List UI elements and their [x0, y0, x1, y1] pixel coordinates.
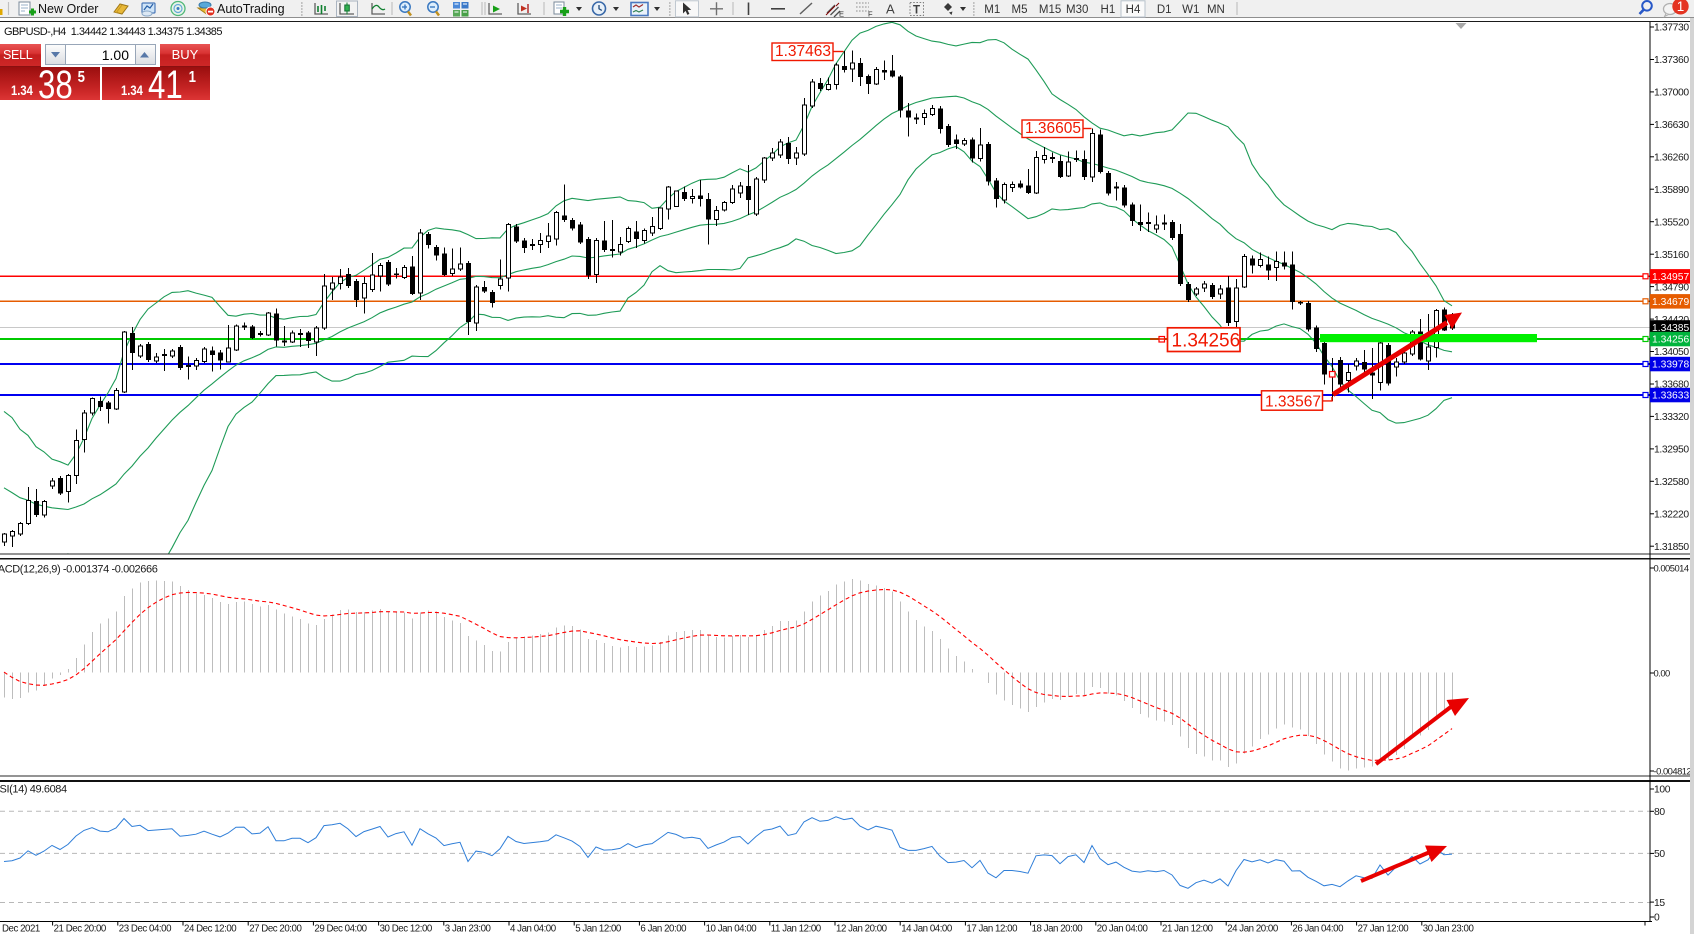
svg-text:1.31850: 1.31850 [1654, 542, 1689, 553]
svg-text:5 Jan 12:00: 5 Jan 12:00 [575, 924, 622, 934]
svg-text:1.32580: 1.32580 [1654, 477, 1689, 488]
svg-text:1.37000: 1.37000 [1654, 88, 1689, 99]
svg-text:-0.004812: -0.004812 [1654, 766, 1692, 777]
svg-text:1.33567: 1.33567 [1265, 393, 1321, 410]
svg-text:Dec 2021: Dec 2021 [2, 924, 40, 934]
svg-text:1.34050: 1.34050 [1654, 347, 1689, 358]
svg-text:1.37360: 1.37360 [1654, 55, 1689, 66]
svg-text:1.36605: 1.36605 [1025, 120, 1081, 137]
svg-text:1.35520: 1.35520 [1654, 217, 1689, 228]
svg-text:1.35890: 1.35890 [1654, 185, 1689, 196]
svg-text:A: A [886, 2, 895, 17]
svg-text:1.34256: 1.34256 [1172, 331, 1241, 352]
svg-text:1.34957: 1.34957 [1652, 272, 1689, 283]
svg-text:MACD(12,26,9) -0.001374 -0.002: MACD(12,26,9) -0.001374 -0.002666 [0, 563, 158, 575]
svg-text:1.33978: 1.33978 [1652, 360, 1689, 371]
svg-text:0.00: 0.00 [1654, 668, 1671, 679]
svg-text:0.005014: 0.005014 [1654, 563, 1689, 574]
svg-text:20 Jan 04:00: 20 Jan 04:00 [1097, 924, 1149, 934]
svg-text:21 Dec 20:00: 21 Dec 20:00 [54, 924, 107, 934]
svg-text:4 Jan 04:00: 4 Jan 04:00 [510, 924, 557, 934]
svg-text:1.32950: 1.32950 [1654, 445, 1689, 456]
svg-text:1.37463: 1.37463 [775, 43, 831, 60]
svg-text:1.36260: 1.36260 [1654, 153, 1689, 164]
svg-text:T: T [913, 5, 920, 17]
svg-text:6 Jan 20:00: 6 Jan 20:00 [640, 924, 687, 934]
svg-text:1.33680: 1.33680 [1654, 380, 1689, 391]
svg-text:23 Dec 04:00: 23 Dec 04:00 [119, 924, 172, 934]
svg-text:1.34679: 1.34679 [1652, 297, 1689, 308]
svg-text:29 Dec 04:00: 29 Dec 04:00 [314, 924, 367, 934]
svg-text:E: E [839, 10, 844, 19]
svg-text:MN: MN [1207, 4, 1225, 16]
svg-text:1.34385: 1.34385 [1652, 323, 1689, 334]
svg-text:80: 80 [1654, 807, 1665, 818]
svg-text:24 Jan 20:00: 24 Jan 20:00 [1227, 924, 1279, 934]
svg-text:M5: M5 [1012, 4, 1028, 16]
svg-text:H4: H4 [1126, 4, 1141, 16]
svg-text:27 Dec 20:00: 27 Dec 20:00 [249, 924, 302, 934]
svg-text:M30: M30 [1066, 4, 1088, 16]
svg-text:M15: M15 [1039, 4, 1061, 16]
svg-text:1: 1 [1677, 0, 1685, 14]
svg-text:1.34256: 1.34256 [1652, 335, 1689, 346]
svg-text:1.32220: 1.32220 [1654, 510, 1689, 521]
svg-text:M1: M1 [984, 4, 1000, 16]
svg-text:18 Jan 20:00: 18 Jan 20:00 [1032, 924, 1084, 934]
svg-text:F: F [868, 10, 873, 19]
svg-text:30 Dec 12:00: 30 Dec 12:00 [380, 924, 433, 934]
svg-text:1.36630: 1.36630 [1654, 120, 1689, 131]
svg-text:AutoTrading: AutoTrading [217, 2, 285, 16]
svg-text:W1: W1 [1182, 4, 1199, 16]
svg-text:30 Jan 23:00: 30 Jan 23:00 [1423, 924, 1475, 934]
svg-text:D1: D1 [1157, 4, 1172, 16]
svg-text:12 Jan 20:00: 12 Jan 20:00 [836, 924, 888, 934]
svg-text:New Order: New Order [38, 2, 98, 16]
svg-text:1.34790: 1.34790 [1654, 282, 1689, 293]
svg-text:H1: H1 [1101, 4, 1116, 16]
svg-text:1.37730: 1.37730 [1654, 23, 1689, 34]
svg-text:RSI(14) 49.6084: RSI(14) 49.6084 [0, 783, 67, 795]
svg-text:17 Jan 12:00: 17 Jan 12:00 [966, 924, 1018, 934]
svg-text:24 Dec 12:00: 24 Dec 12:00 [184, 924, 237, 934]
svg-text:1.33633: 1.33633 [1652, 391, 1689, 402]
svg-text:1.33320: 1.33320 [1654, 412, 1689, 423]
svg-text:0: 0 [1654, 913, 1660, 924]
svg-text:1.35160: 1.35160 [1654, 250, 1689, 261]
svg-text:15: 15 [1654, 898, 1665, 909]
svg-text:3 Jan 23:00: 3 Jan 23:00 [445, 924, 492, 934]
svg-text:11 Jan 12:00: 11 Jan 12:00 [771, 924, 822, 934]
svg-text:100: 100 [1654, 785, 1671, 796]
svg-text:50: 50 [1654, 849, 1665, 860]
svg-text:21 Jan 12:00: 21 Jan 12:00 [1162, 924, 1214, 934]
svg-text:26 Jan 04:00: 26 Jan 04:00 [1292, 924, 1344, 934]
svg-text:10 Jan 04:00: 10 Jan 04:00 [706, 924, 758, 934]
svg-text:27 Jan 12:00: 27 Jan 12:00 [1358, 924, 1410, 934]
svg-text:14 Jan 04:00: 14 Jan 04:00 [901, 924, 953, 934]
